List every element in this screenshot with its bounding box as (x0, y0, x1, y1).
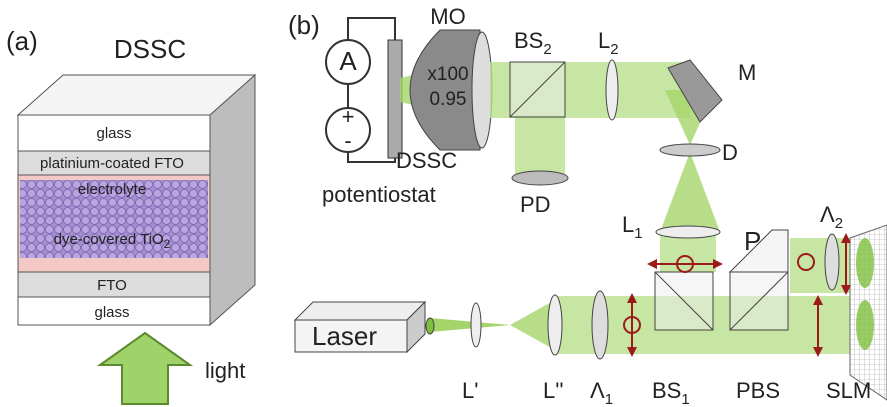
cell-side (209, 73, 256, 327)
dssc-sample (387, 39, 403, 159)
objective-lens (471, 31, 493, 149)
l1-label: L1 (622, 212, 643, 242)
ammeter (325, 39, 371, 85)
subscript: 2 (610, 41, 618, 58)
text: BS (652, 378, 681, 403)
text: dye-covered TiO (54, 231, 164, 248)
layer (17, 114, 211, 152)
text: L (622, 212, 634, 237)
laser-top (293, 301, 427, 321)
prism (728, 229, 789, 273)
subscript: 2 (835, 215, 843, 232)
beam-spot (856, 300, 874, 350)
beam (515, 115, 565, 175)
panel-a: (a) DSSC glass platinium-coated FTO elec… (6, 26, 257, 405)
mo-mag: x100 (427, 64, 468, 85)
potentiostat-label: potentiostat (322, 182, 436, 207)
mo-na: 0.95 (430, 89, 467, 110)
light-arrow (96, 331, 194, 405)
bs-diag (654, 271, 714, 331)
tio2-particles (20, 180, 208, 258)
lens (547, 294, 563, 356)
beam-spot (856, 238, 874, 288)
bs-diag (509, 61, 566, 118)
layer-label: electrolyte (78, 181, 146, 198)
beam (430, 318, 510, 332)
dssc-label: DSSC (396, 148, 457, 173)
layer-label: FTO (97, 277, 127, 294)
panel-b: (b) A + - x100 0.95 MO DSSC potentiostat… (288, 4, 887, 407)
subscript: 1 (605, 391, 613, 407)
lambda2-label: Λ2 (820, 202, 843, 232)
layer (17, 296, 211, 326)
light-label: light (205, 358, 245, 383)
lens-l1 (655, 225, 721, 239)
lens-l2 (605, 59, 619, 121)
waveplate (591, 290, 609, 360)
slm-label: SLM (826, 378, 871, 403)
beam (660, 152, 720, 232)
laser-aperture (425, 317, 435, 335)
layer-label: glass (94, 304, 129, 321)
pd (511, 170, 569, 186)
plus: + (342, 104, 355, 129)
pol-dot (676, 255, 694, 273)
waveplate (824, 233, 840, 291)
lens-label: L'' (543, 378, 564, 403)
text: Λ (590, 378, 605, 403)
layer-label: glass (96, 125, 131, 142)
lens (470, 302, 482, 348)
pbs-label: PBS (736, 378, 780, 403)
text: L (598, 28, 610, 53)
text: BS (514, 28, 543, 53)
pinhole-label: D (722, 140, 738, 165)
minus: - (344, 128, 351, 153)
mirror-label: M (738, 60, 756, 85)
mo-label: MO (430, 4, 465, 29)
lens-label: L' (462, 378, 478, 403)
beam (510, 300, 555, 350)
bs-diag (729, 271, 789, 331)
pol-dot (623, 316, 641, 334)
title: DSSC (114, 34, 186, 64)
lambda1-label: Λ1 (590, 378, 613, 407)
pol-dot (797, 253, 815, 271)
layer-label: dye-covered TiO2 (54, 231, 171, 251)
bs1-label: BS1 (652, 378, 690, 407)
subscript: 1 (634, 225, 642, 242)
beam (790, 238, 850, 293)
pd-label: PD (520, 192, 551, 217)
prism-label: P (744, 226, 761, 256)
subscript: 2 (164, 237, 171, 251)
laser (294, 319, 408, 353)
polarization (623, 233, 851, 357)
pinhole (659, 143, 721, 157)
text: Λ (820, 202, 835, 227)
bs2-label: BS2 (514, 28, 552, 58)
subscript: 2 (543, 41, 551, 58)
ammeter-label: A (339, 46, 357, 76)
source (325, 107, 371, 153)
objective (409, 29, 481, 151)
laser-label: Laser (312, 321, 377, 351)
layer-label: platinium-coated FTO (40, 155, 184, 172)
subscript: 1 (681, 391, 689, 407)
panel-label: (a) (6, 26, 38, 56)
l2-label: L2 (598, 28, 619, 58)
mirror (667, 59, 723, 123)
panel-label: (b) (288, 10, 320, 40)
